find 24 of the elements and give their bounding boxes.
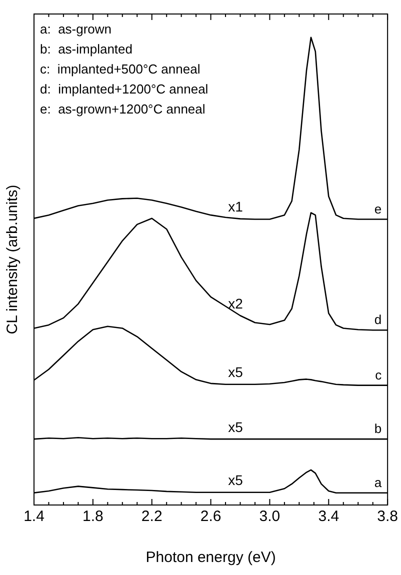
text: a: as-grown xyxy=(40,22,112,37)
x-tick-label: 3.8 xyxy=(377,508,398,526)
x-tick-label: 2.6 xyxy=(200,508,222,526)
annotation: b: as-implanted xyxy=(40,42,132,57)
x-tick-label: 3.4 xyxy=(318,508,340,526)
x-tick-label: 1.8 xyxy=(82,508,104,526)
x-tick-label: 2.2 xyxy=(141,508,162,526)
annotation: x5 xyxy=(228,364,244,380)
annotation: x5 xyxy=(228,472,244,488)
y-axis-title: CL intensity (arb.units) xyxy=(4,184,22,334)
series-label: b xyxy=(374,421,382,436)
annotation: x1 xyxy=(228,198,244,215)
series-label: e xyxy=(374,201,382,216)
annotation: c: implanted+500°C anneal xyxy=(40,62,200,77)
series-label: a xyxy=(374,474,382,490)
series-label: c xyxy=(375,367,382,382)
x-tick-label: 1.4 xyxy=(24,508,44,526)
annotation: e: as-grown+1200°C anneal xyxy=(40,102,206,117)
x-tick-label: 3.0 xyxy=(259,508,280,526)
series-label: d xyxy=(374,312,382,328)
annotation: x5 xyxy=(228,418,244,435)
annotation: d: implanted+1200°C anneal xyxy=(40,82,208,97)
x-axis-title: Photon energy (eV) xyxy=(146,549,276,566)
annotation: x2 xyxy=(228,295,244,312)
